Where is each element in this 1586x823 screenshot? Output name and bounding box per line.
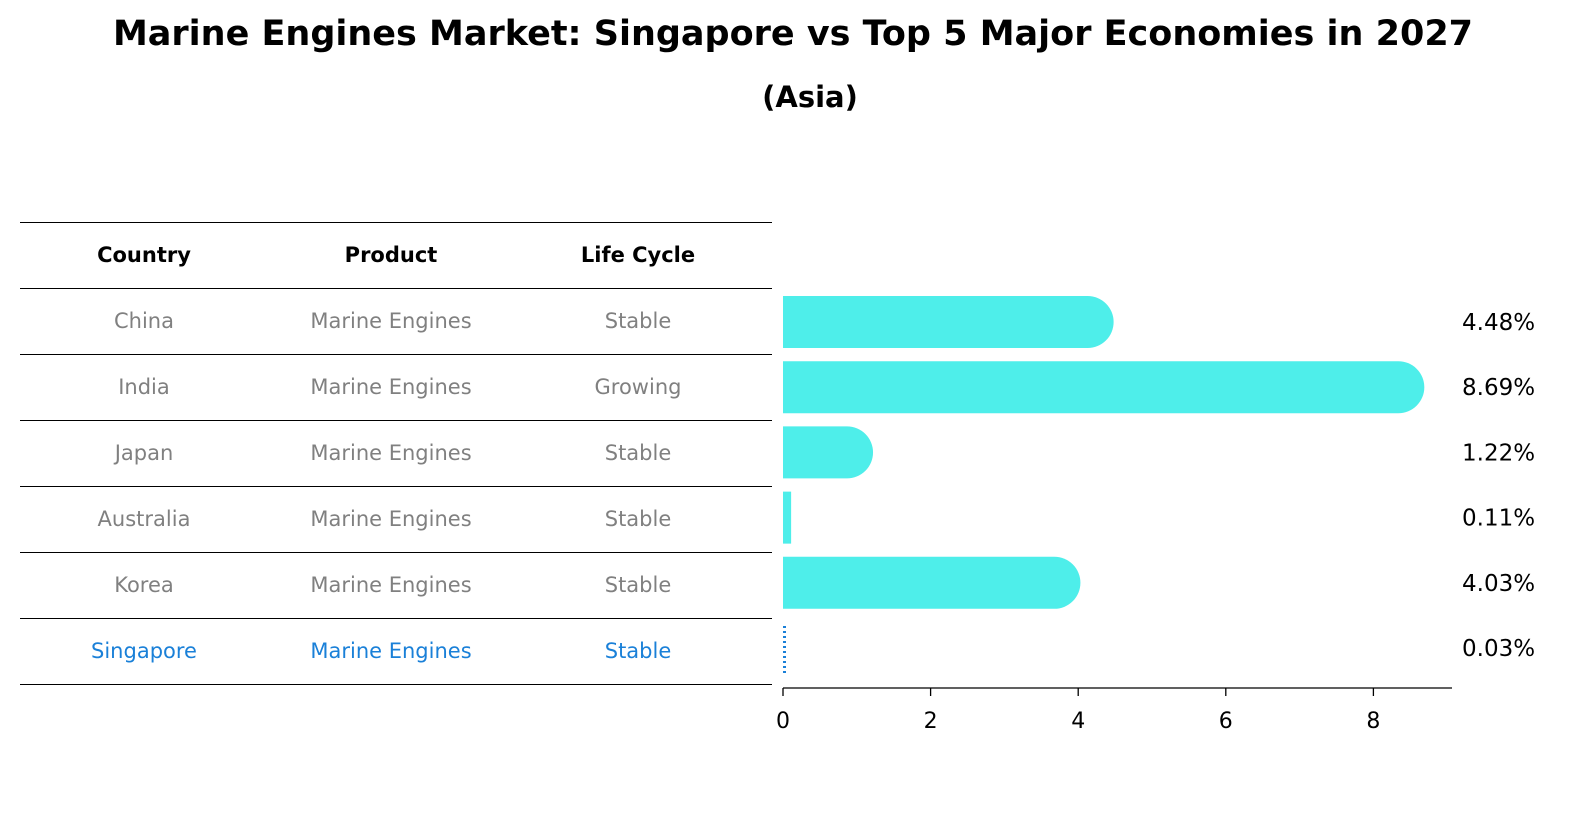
table-cell-life-cycle: Stable: [604, 309, 672, 333]
table-cell-country: Singapore: [91, 639, 197, 663]
table-cell-life-cycle: Stable: [604, 573, 672, 597]
bar-australia: [783, 491, 792, 544]
table-header-life-cycle: Life Cycle: [580, 243, 696, 267]
value-label-japan: 1.22%: [1462, 440, 1535, 466]
bar-korea: [783, 556, 1081, 609]
table-divider: [20, 222, 772, 223]
chart-title: Marine Engines Market: Singapore vs Top …: [112, 14, 1474, 54]
x-tick-label: 0: [776, 709, 790, 734]
value-label-china: 4.48%: [1462, 310, 1535, 336]
value-label-korea: 4.03%: [1462, 571, 1535, 597]
table-divider: [20, 552, 772, 553]
bar-india: [783, 361, 1425, 414]
table-divider: [20, 420, 772, 421]
x-tick-label: 4: [1071, 709, 1085, 734]
value-label-australia: 0.11%: [1462, 506, 1535, 532]
x-tick-label: 2: [924, 709, 938, 734]
table-divider: [20, 684, 772, 685]
table-cell-country: Australia: [97, 507, 191, 531]
table-cell-life-cycle: Stable: [604, 507, 672, 531]
bar-china: [783, 296, 1114, 348]
table-cell-country: Japan: [114, 441, 174, 465]
table-cell-product: Marine Engines: [310, 375, 472, 399]
table-cell-country: India: [118, 375, 170, 399]
value-label-india: 8.69%: [1462, 375, 1535, 401]
table-cell-life-cycle: Stable: [604, 639, 672, 663]
x-tick-label: 6: [1219, 709, 1233, 734]
table-cell-product: Marine Engines: [310, 309, 472, 333]
table-cell-product: Marine Engines: [310, 573, 472, 597]
x-tick-label: 8: [1366, 709, 1380, 734]
chart-subtitle: (Asia): [762, 80, 858, 114]
value-label-singapore: 0.03%: [1462, 636, 1535, 662]
table-divider: [20, 486, 772, 487]
table-divider: [20, 618, 772, 619]
table-divider: [20, 354, 772, 355]
table-cell-country: China: [114, 309, 174, 333]
bar-japan: [783, 426, 874, 479]
table-header-product: Product: [344, 243, 438, 267]
table-cell-life-cycle: Growing: [594, 375, 682, 399]
table-cell-life-cycle: Stable: [604, 441, 672, 465]
table-cell-product: Marine Engines: [310, 639, 472, 663]
table-divider: [20, 288, 772, 289]
table-cell-product: Marine Engines: [310, 507, 472, 531]
table-cell-country: Korea: [114, 573, 174, 597]
table-cell-product: Marine Engines: [310, 441, 472, 465]
table-header-country: Country: [97, 243, 191, 267]
